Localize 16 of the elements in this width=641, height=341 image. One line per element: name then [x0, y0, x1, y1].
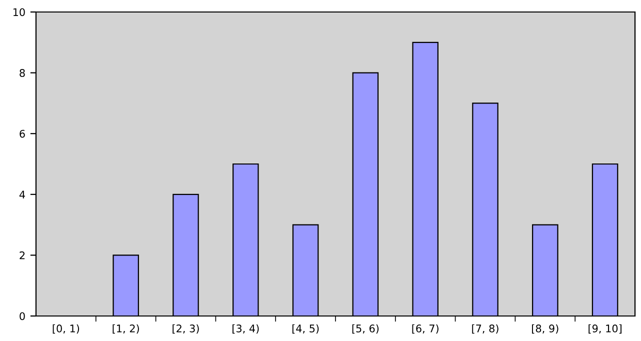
y-tick-label: 0 — [20, 312, 25, 320]
x-tick-label: [7, 8) — [472, 324, 498, 334]
y-tick-label: 8 — [20, 69, 25, 77]
x-tick-label: [9, 10] — [588, 324, 622, 334]
y-tick-label: 2 — [20, 251, 25, 260]
x-tick-label: [3, 4) — [232, 324, 259, 334]
x-tick-label: [4, 5) — [292, 324, 319, 334]
x-tick-label: [2, 3) — [172, 324, 199, 334]
y-tick-label: 6 — [20, 130, 25, 138]
x-tick-label: [6, 7) — [412, 324, 438, 334]
y-tick-label: 10 — [13, 8, 25, 16]
y-tick-label: 4 — [19, 190, 25, 198]
x-tick-label: [8, 9) — [532, 324, 558, 334]
x-tick-label: [0, 1) — [52, 324, 80, 334]
x-tick-label: [5, 6) — [352, 324, 379, 334]
x-tick-label: [1, 2) — [112, 324, 139, 334]
